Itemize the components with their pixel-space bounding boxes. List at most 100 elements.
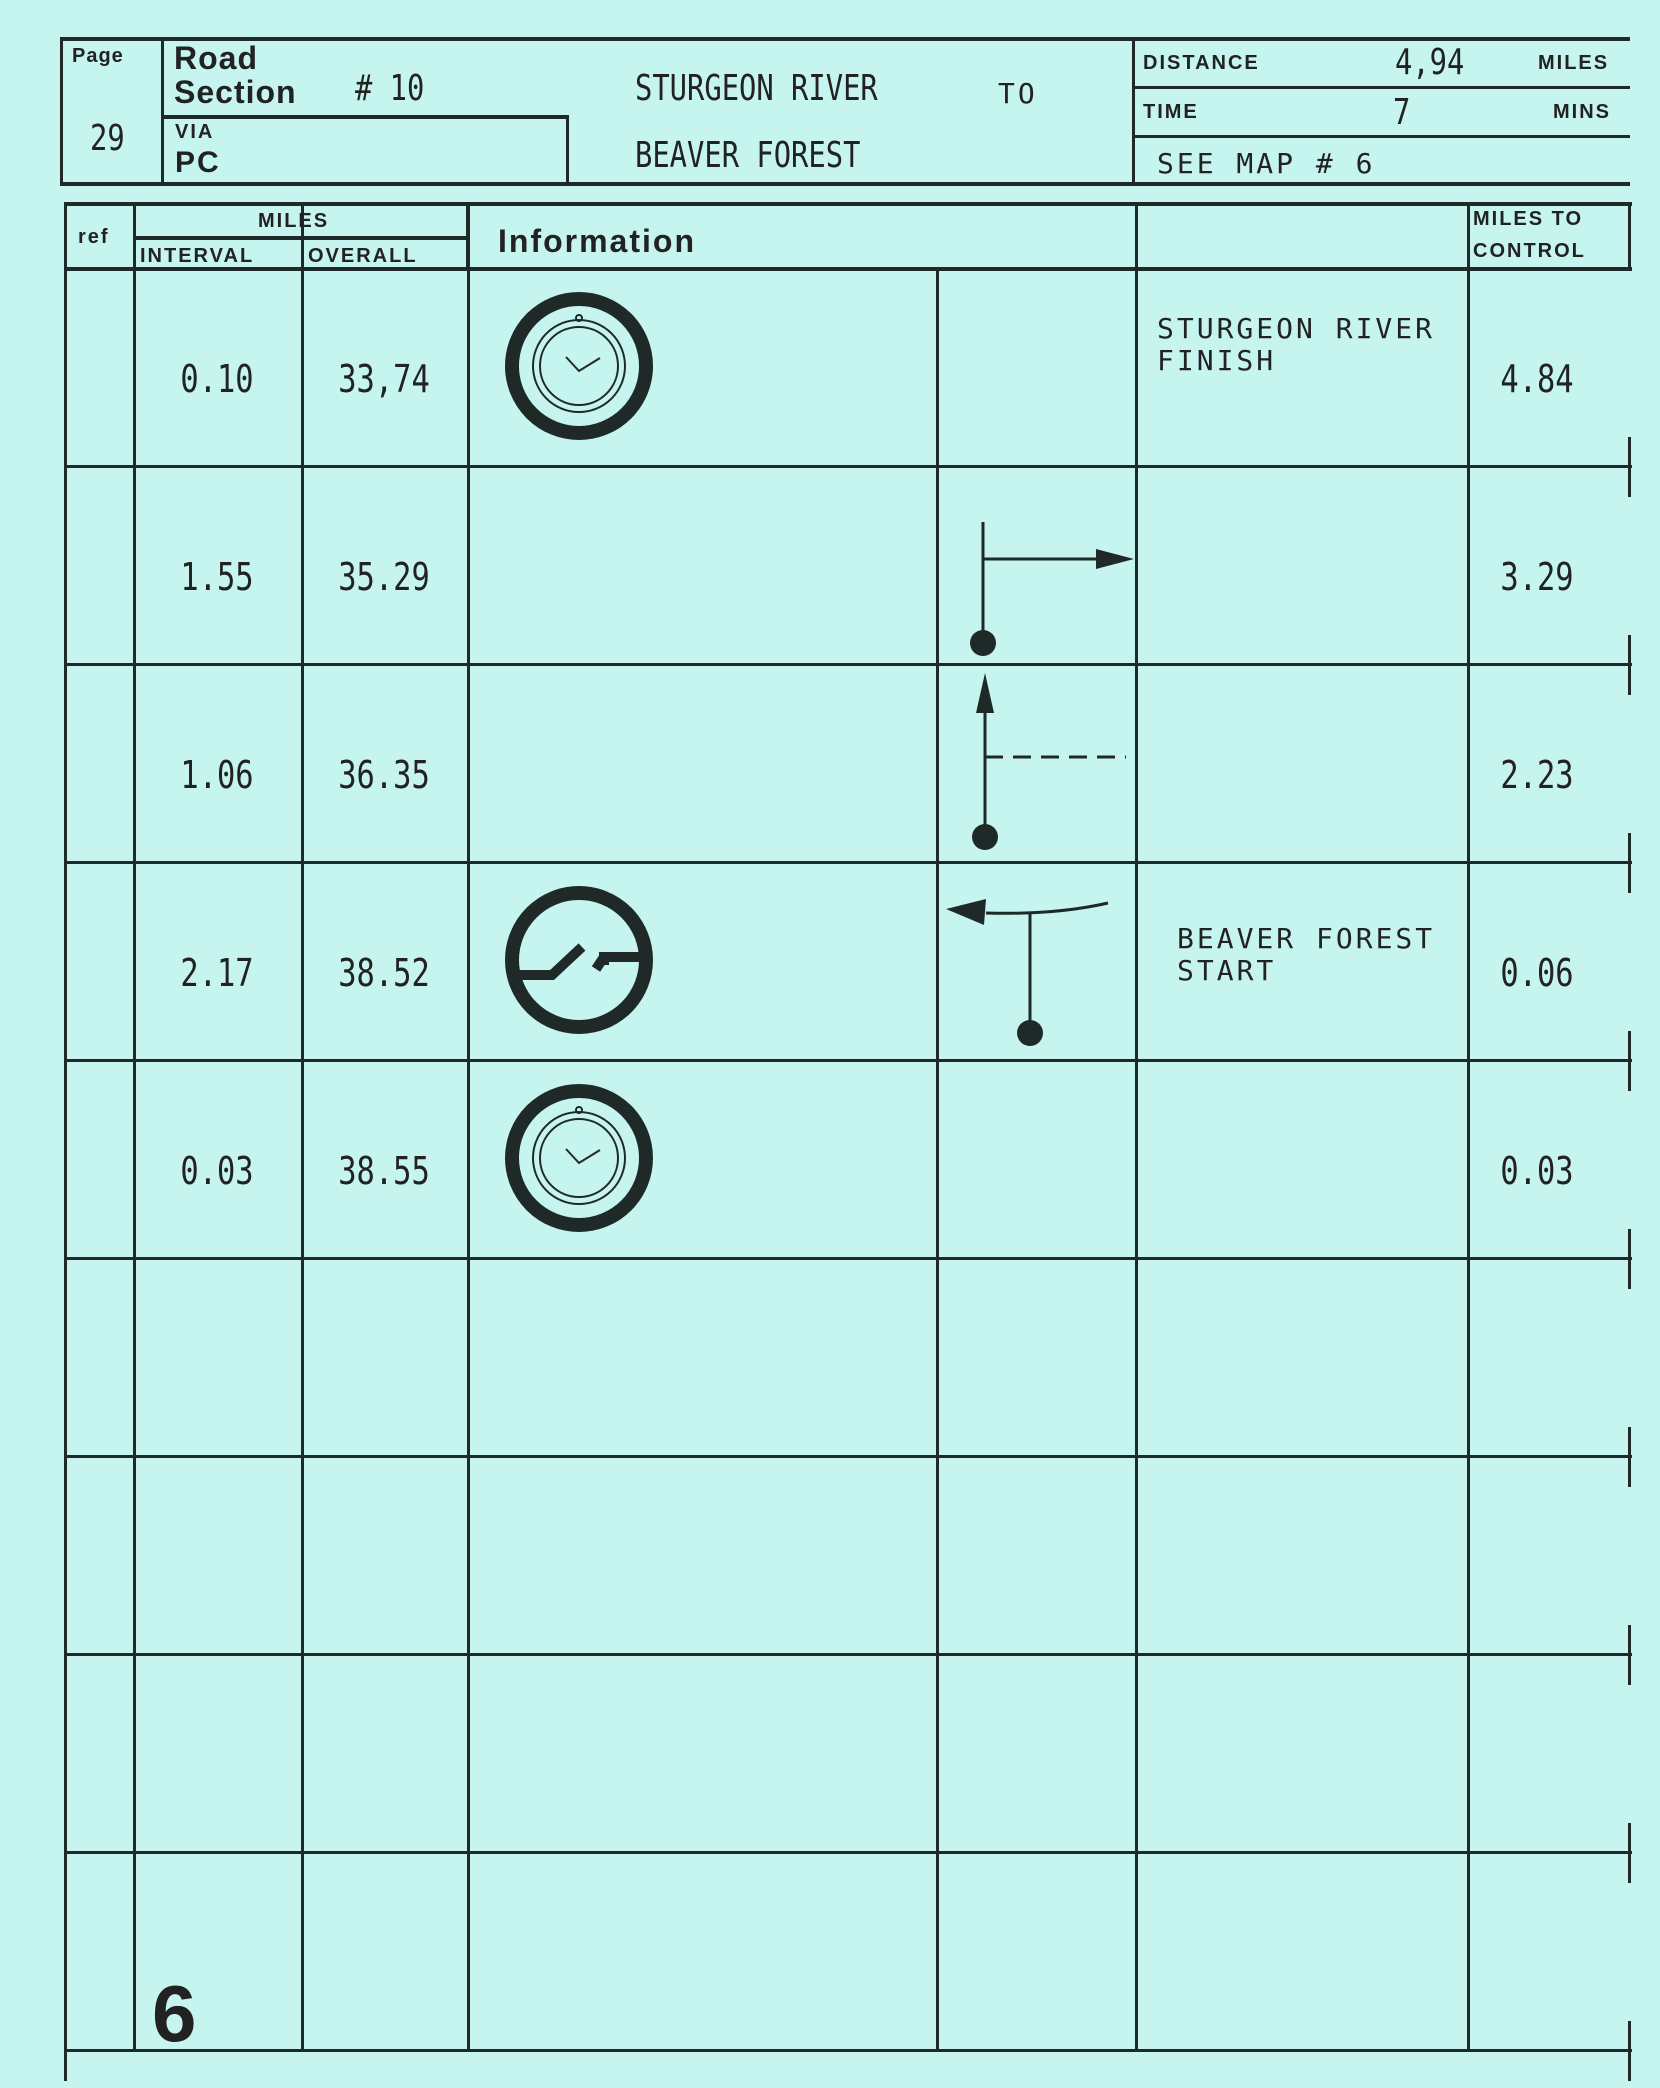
miles-header: MILES [258,210,330,232]
information-cell [467,467,936,665]
distance-unit: MILES [1538,52,1610,74]
miles-to-control-cell-value: 0.06 [1500,951,1574,995]
via-label: VIA [175,121,215,143]
column-divider [936,269,939,2051]
time-unit: MINS [1553,101,1611,123]
road-section-label: Road [174,40,258,76]
description-cell: STURGEON RIVER FINISH [1135,269,1467,467]
overall-cell [301,1853,467,2051]
page-marker: 6 [152,1969,197,2058]
miles-to-control-cell: 3.29 [1467,467,1607,665]
row-divider [64,465,1632,468]
row-start-tick [64,635,67,695]
description-cell [1135,1655,1467,1853]
distance-label: DISTANCE [1143,52,1260,74]
row-end-tick [1628,1229,1631,1289]
interval-cell-value: 0.10 [180,357,254,401]
information-header: Information [498,223,696,259]
row-start-tick [64,2021,67,2081]
interval-cell-value: 2.17 [180,951,254,995]
interval-cell: 1.55 [133,467,301,665]
tulip-cell [936,1259,1135,1457]
overall-cell: 38.55 [301,1061,467,1259]
tulip-cell [936,1655,1135,1853]
row-start-tick [64,1625,67,1685]
description-cell [1135,1259,1467,1457]
description-cell [1135,467,1467,665]
information-cell [467,1061,936,1259]
stopwatch-icon [504,1083,654,1237]
overall-cell-value: 35.29 [338,555,430,599]
to-location: BEAVER FOREST [635,135,861,176]
miles-to-control-cell [1467,1259,1607,1457]
column-divider [1135,204,1138,2051]
row-end-tick [1628,1031,1631,1091]
information-cell [467,269,936,467]
description-line: BEAVER FOREST [1177,922,1436,955]
overall-header: OVERALL [308,245,418,267]
row-start-tick [64,1823,67,1883]
overall-cell-value: 38.52 [338,951,430,995]
turn-right-tulip-icon [936,467,1135,669]
overall-cell-value: 38.55 [338,1149,430,1193]
information-cell [467,1655,936,1853]
table-row: 2.17 38.52 BEAVER FOREST START 0.06 [64,863,1630,1061]
from-location: STURGEON RIVER [635,68,878,109]
overall-cell-value: 36.35 [338,753,430,797]
description-cell [1135,1853,1467,2051]
overall-cell: 38.52 [301,863,467,1061]
information-cell [467,863,936,1061]
miles-to-control-cell-value: 3.29 [1500,555,1574,599]
row-start-tick [64,1427,67,1487]
miles-to-control-cell: 4.84 [1467,269,1607,467]
row-start-tick [64,1031,67,1091]
row-end-tick [1628,1427,1631,1487]
column-divider [64,204,67,2051]
description-line: FINISH [1157,344,1277,377]
row-end-tick [1628,2021,1631,2081]
column-divider [133,204,136,2051]
row-divider [64,1851,1632,1854]
column-divider [1628,204,1631,270]
description-cell: BEAVER FOREST START [1135,863,1467,1061]
interval-cell-value: 0.03 [180,1149,254,1193]
table-row: 1.55 35.29 3.29 [64,467,1630,665]
information-cell [467,665,936,863]
overall-cell: 36.35 [301,665,467,863]
miles-to-control-cell: 0.06 [1467,863,1607,1061]
miles-to-control-cell [1467,1457,1607,1655]
ref-header: ref [78,226,110,248]
interval-cell [133,1259,301,1457]
control-start-icon [504,885,654,1039]
overall-cell [301,1457,467,1655]
row-divider [64,1257,1632,1260]
row-start-tick [64,1229,67,1289]
miles-to-control-cell-value: 4.84 [1500,357,1574,401]
overall-cell: 33,74 [301,269,467,467]
miles-to-control-cell [1467,1853,1607,2051]
tulip-cell [936,1457,1135,1655]
row-end-tick [1628,635,1631,695]
column-divider [467,204,470,2051]
table-row: 0.03 38.55 0.03 [64,1061,1630,1259]
page-number: 29 [90,118,125,159]
row-divider [64,1653,1632,1656]
interval-cell-value: 1.55 [180,555,254,599]
miles-to-control-header-2: CONTROL [1473,240,1586,262]
overall-cell-value: 33,74 [338,357,430,401]
tulip-cell [936,665,1135,863]
road-section-number: # 10 [355,68,425,109]
row-end-tick [1628,437,1631,497]
t-junction-left-tulip-icon [936,863,1135,1065]
row-divider [64,1455,1632,1458]
miles-to-control-cell [1467,1655,1607,1853]
table-row [64,1457,1630,1655]
interval-cell: 1.06 [133,665,301,863]
via-value: PC [175,146,221,179]
interval-cell [133,1655,301,1853]
interval-header: INTERVAL [140,245,255,267]
row-divider [64,861,1632,864]
road-section-label-2: Section [174,74,297,110]
tulip-cell [936,863,1135,1061]
tulip-cell [936,467,1135,665]
